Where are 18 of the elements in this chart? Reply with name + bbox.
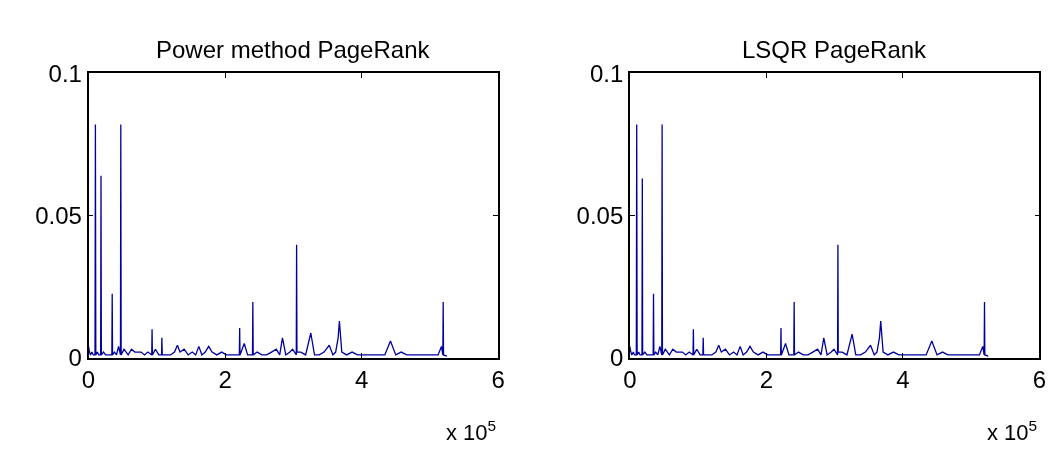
line-series xyxy=(88,123,448,357)
text: x 10$^{5}$ xyxy=(987,417,1038,446)
y-tick-label: 0.1 xyxy=(48,59,82,87)
x-tick-label: 4 xyxy=(896,366,910,394)
x-tick-label: 2 xyxy=(759,366,774,394)
y-tick-label: 0.05 xyxy=(35,201,82,229)
y-tick-label: 0.1 xyxy=(589,59,624,87)
x-tick-label: 4 xyxy=(354,366,369,394)
line-series xyxy=(629,123,989,357)
x-tick-label: 6 xyxy=(491,366,505,394)
x-tick-label: 6 xyxy=(1032,366,1047,394)
chart-title: LSQR PageRank xyxy=(742,36,928,63)
x-tick-label: 2 xyxy=(218,366,232,394)
y-tick-label: 0.05 xyxy=(576,201,624,229)
y-tick-label: 0 xyxy=(609,344,624,372)
text: x 10$^{5}$ xyxy=(446,417,497,446)
y-tick-label: 0 xyxy=(68,344,82,372)
chart-title: Power method PageRank xyxy=(156,36,431,63)
